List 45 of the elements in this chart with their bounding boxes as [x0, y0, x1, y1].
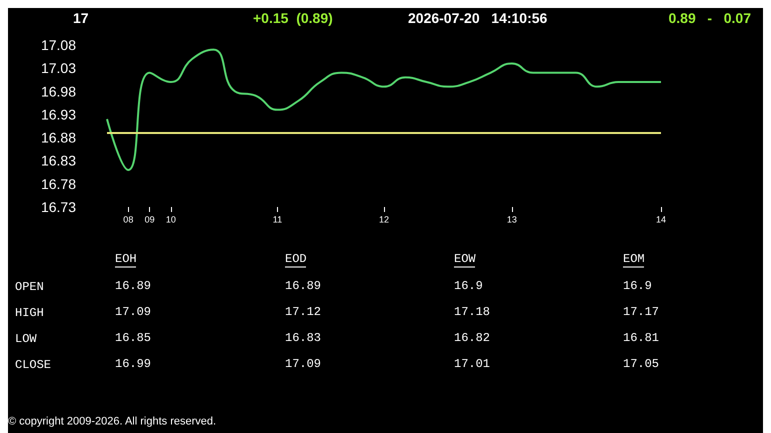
- text: EOH: [115, 252, 137, 266]
- text: 2026-07-20 14:10:56: [408, 10, 548, 26]
- text: 17.09: [285, 357, 322, 371]
- line-series: [106, 48, 662, 171]
- x-tick-label: 12: [378, 214, 390, 224]
- text: © copyright 2009-2026. All rights reserved.: [8, 416, 216, 428]
- x-tick-label: 09: [144, 214, 155, 224]
- text: EOD: [285, 252, 307, 266]
- text: 16.9: [454, 279, 483, 293]
- y-tick-label: 17.08: [40, 37, 76, 53]
- y-tick-label: 16.93: [40, 106, 76, 122]
- text: OPEN: [15, 280, 44, 294]
- text: EOW: [454, 252, 476, 266]
- text: 16.89: [285, 279, 322, 293]
- x-tick-label: 13: [506, 214, 517, 224]
- x-tick-label: 14: [656, 214, 666, 224]
- y-tick-label: 16.73: [40, 199, 76, 215]
- y-tick-label: 16.78: [40, 176, 76, 192]
- text: 17.01: [454, 357, 490, 371]
- text: 0.89 - 0.07: [668, 10, 752, 26]
- x-tick-label: 11: [272, 214, 282, 224]
- text: 17.17: [623, 305, 660, 319]
- text: 17.12: [285, 305, 322, 319]
- text: LOW: [15, 332, 38, 346]
- text: CLOSE: [15, 358, 52, 372]
- text: 16.99: [115, 357, 152, 371]
- y-tick-label: 16.98: [40, 83, 76, 100]
- text: EOM: [623, 252, 645, 266]
- text: 16.83: [285, 331, 322, 345]
- text: 17.09: [115, 305, 152, 319]
- text: HIGH: [15, 306, 44, 320]
- x-tick-label: 08: [123, 214, 134, 224]
- y-tick-label: 16.83: [40, 152, 76, 169]
- text: 16.81: [623, 331, 660, 345]
- x-tick-label: 10: [166, 214, 176, 224]
- text: 17.05: [623, 357, 660, 371]
- text: 17: [73, 10, 89, 26]
- text: 17.18: [454, 305, 490, 319]
- text: 16.89: [115, 279, 152, 293]
- text: 16.85: [115, 331, 152, 345]
- y-tick-label: 16.88: [40, 130, 76, 146]
- text: 16.82: [454, 331, 490, 345]
- y-tick-label: 17.03: [40, 60, 76, 76]
- text: 16.9: [623, 279, 652, 293]
- text: +0.15 (0.89): [253, 10, 333, 26]
